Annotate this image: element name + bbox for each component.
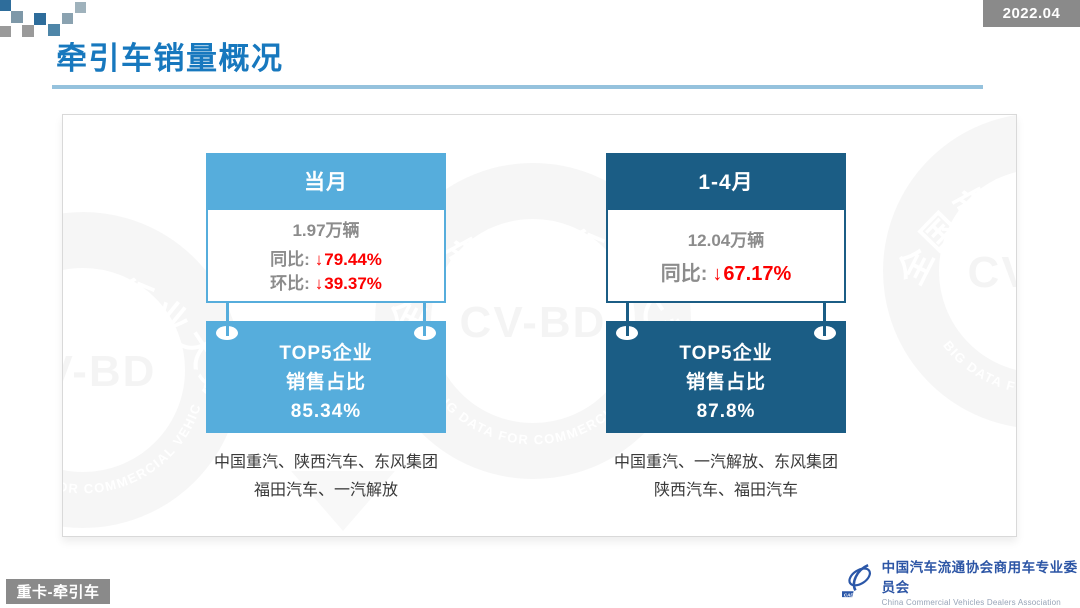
metric-value: 39.37% <box>324 273 382 293</box>
page-title: 牵引车销量概况 <box>56 41 284 76</box>
top5-line: TOP5企业 <box>679 342 773 364</box>
period-header: 当月 <box>206 153 446 208</box>
title-underline <box>52 85 983 89</box>
volume-value: 1.97万辆 <box>292 220 360 240</box>
volume-value: 12.04万辆 <box>687 230 765 250</box>
companies-line: 福田汽车、一汽解放 <box>253 482 398 499</box>
org-name: 中国汽车流通协会商用车专业委员会 China Commercial Vehicl… <box>882 556 1080 607</box>
top5-share-box: TOP5企业 销售占比 87.8% <box>606 321 846 433</box>
metric-value: 67.17% <box>723 262 792 285</box>
top5-line: 销售占比 <box>685 371 766 393</box>
top5-share-value: 87.8% <box>696 400 756 422</box>
decor-square <box>62 13 73 24</box>
period-header: 1-4月 <box>606 153 846 208</box>
decor-square <box>48 24 60 36</box>
svg-text:CV-BD: CV-BD <box>63 347 156 396</box>
connector-line <box>226 303 229 336</box>
date-badge: 2022.04 <box>983 0 1080 27</box>
down-arrow-icon: ↓ <box>314 273 324 293</box>
org-name-cn: 中国汽车流通协会商用车专业委员会 <box>881 560 1078 595</box>
card-current-month: 当月 1.97万辆 同比: ↓79.44% 环比: ↓39.37% TOP5企业 销… <box>206 153 446 499</box>
footer-category-badge: 重卡-牵引车 <box>6 579 110 604</box>
svg-text:CV-BD: CV-BD <box>968 248 1016 297</box>
watermark-stamp: 全国商用车行业大数据平台 BIG DATA FOR COMMERCIAL VEH… <box>871 115 1016 397</box>
decor-square <box>75 2 86 13</box>
top5-companies: 中国重汽、陕西汽车、东风集团 福田汽车、一汽解放 <box>156 449 496 505</box>
svg-text:BIG DATA FOR COMMERCIAL VEHICL: BIG DATA FOR COMMERCIAL VEHICLE <box>871 115 1016 397</box>
metric-label: 同比: <box>660 262 708 285</box>
stats-box: 1.97万辆 同比: ↓79.44% 环比: ↓39.37% <box>206 208 446 303</box>
connector-line <box>626 303 629 336</box>
stats-box: 12.04万辆 同比: ↓67.17% <box>606 208 846 303</box>
metric-mom: 环比: ↓39.37% <box>270 272 382 296</box>
card-cumulative: 1-4月 12.04万辆 同比: ↓67.17% TOP5企业 销售占比 87.8… <box>606 153 846 499</box>
org-logo: CADA 中国汽车流通协会商用车专业委员会 China Commercial V… <box>842 556 1080 607</box>
cada-logo-icon: CADA <box>842 563 871 597</box>
decor-square <box>11 11 23 23</box>
decor-square <box>0 26 11 37</box>
down-arrow-icon: ↓ <box>712 262 723 285</box>
top5-companies: 中国重汽、一汽解放、东风集团 陕西汽车、福田汽车 <box>556 449 896 505</box>
top5-share-box: TOP5企业 销售占比 85.34% <box>206 321 446 433</box>
metric-label: 环比: <box>270 273 310 293</box>
top5-line: TOP5企业 <box>279 342 373 364</box>
logo-acronym: CADA <box>844 592 857 597</box>
top5-share-value: 85.34% <box>290 400 362 422</box>
metric-yoy: 同比: ↓67.17% <box>661 262 792 286</box>
org-name-en: China Commercial Vehicles Dealers Associ… <box>881 598 1061 607</box>
top5-line: 销售占比 <box>285 371 366 393</box>
metric-value: 79.44% <box>324 249 382 269</box>
companies-line: 中国重汽、一汽解放、东风集团 <box>613 454 838 471</box>
companies-line: 中国重汽、陕西汽车、东风集团 <box>213 454 438 471</box>
connector-line <box>423 303 426 336</box>
down-arrow-icon: ↓ <box>314 249 324 269</box>
checker-decoration <box>0 0 95 40</box>
decor-square <box>0 0 11 11</box>
svg-text:CV-BD: CV-BD <box>460 298 607 347</box>
metric-yoy: 同比: ↓79.44% <box>270 248 382 272</box>
decor-square <box>34 13 46 25</box>
connector-line <box>823 303 826 336</box>
content-panel: 全国商用车行业大数据平台 BIG DATA FOR COMMERCIAL VEH… <box>62 114 1017 537</box>
metric-label: 同比: <box>270 249 310 269</box>
svg-text:全国商用车行业大数据平台: 全国商用车行业大数据平台 <box>871 115 1016 313</box>
companies-line: 陕西汽车、福田汽车 <box>653 482 798 499</box>
decor-square <box>22 25 34 37</box>
